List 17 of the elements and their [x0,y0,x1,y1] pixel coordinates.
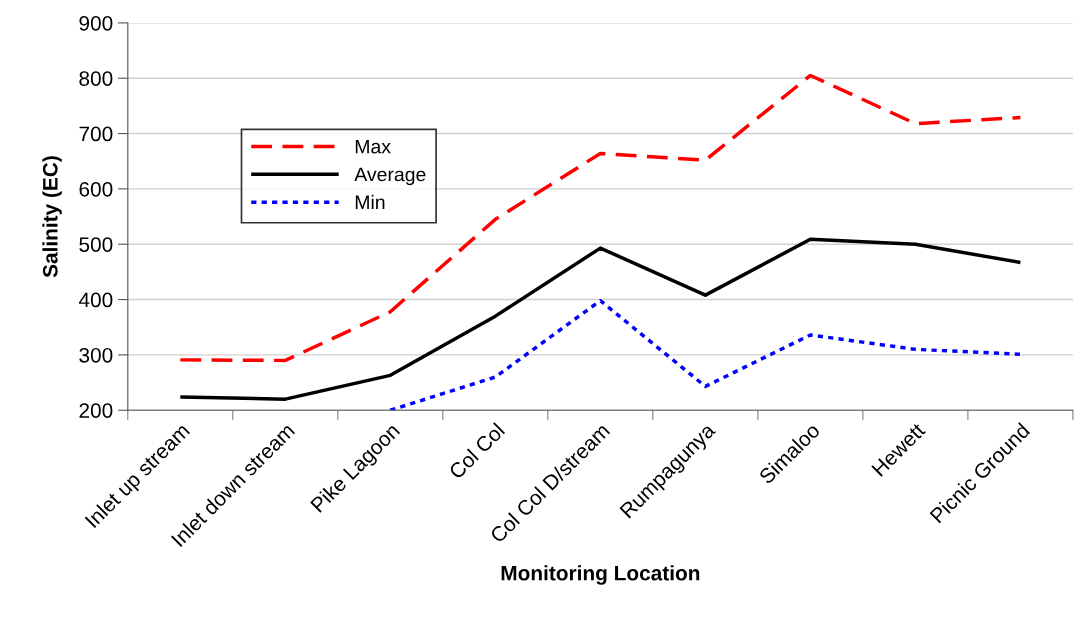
y-tick-label: 600 [79,181,113,197]
line-series [178,73,1023,363]
y-tick-label: 800 [79,71,113,86]
y-tick-label: 300 [79,347,113,363]
line-series [388,298,1023,411]
y-tick-label: 700 [79,126,113,142]
line-series [178,237,1023,401]
y-tick-label: 200 [79,403,113,418]
x-axis-title: Monitoring Location [501,565,700,585]
y-axis-title: Salinity (EC) [42,156,62,278]
y-tick-label: 400 [78,292,113,308]
y-tick-label: 900 [79,15,113,31]
legend-label: Min [355,194,385,209]
x-tick-label: Col Col [447,422,506,480]
y-tick-label: 500 [79,237,113,252]
legend-label: Average [354,167,426,186]
legend-label: Max [355,139,391,154]
